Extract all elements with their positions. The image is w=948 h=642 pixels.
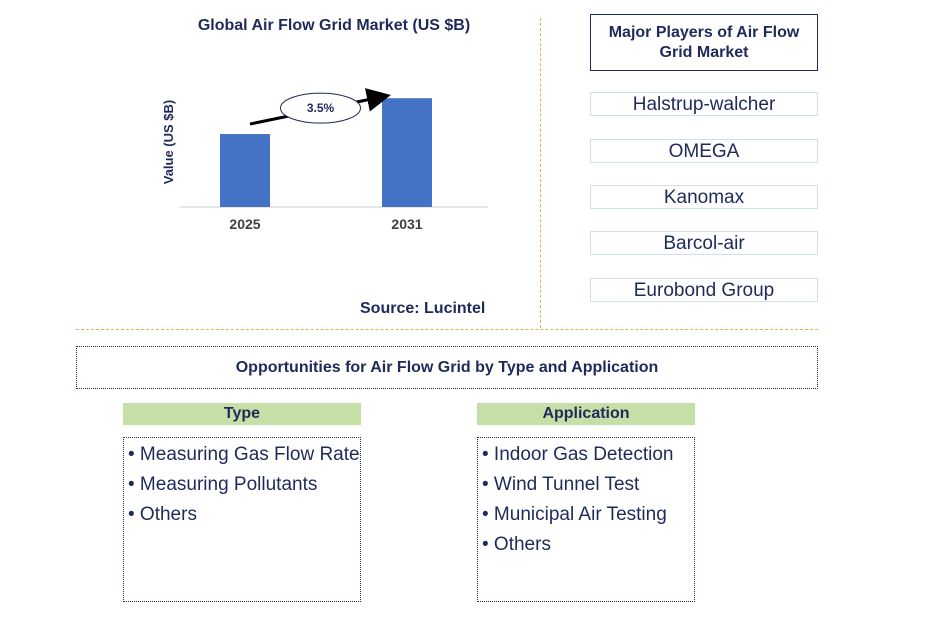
application-header: Application (477, 403, 695, 425)
y-axis-label: Value (US $B) (161, 100, 176, 185)
application-list: • Indoor Gas Detection • Wind Tunnel Tes… (477, 437, 695, 602)
type-header: Type (123, 403, 361, 425)
player-item: Kanomax (590, 185, 818, 209)
bar (382, 98, 432, 207)
type-list: • Measuring Gas Flow Rate • Measuring Po… (123, 437, 361, 602)
list-item: • Measuring Pollutants (128, 474, 318, 495)
player-item: OMEGA (590, 139, 818, 163)
list-item: • Measuring Gas Flow Rate (128, 444, 360, 465)
x-tick-label: 2031 (391, 216, 422, 232)
list-item: • Wind Tunnel Test (482, 474, 640, 495)
source-note: Source: Lucintel (360, 300, 486, 317)
list-item: • Others (482, 534, 551, 555)
player-item: Eurobond Group (590, 278, 818, 302)
player-item: Halstrup-walcher (590, 92, 818, 116)
list-item: • Indoor Gas Detection (482, 444, 674, 465)
x-tick-label: 2025 (229, 216, 260, 232)
list-item: • Municipal Air Testing (482, 504, 667, 525)
chart-title: Global Air Flow Grid Market (US $B) (197, 17, 471, 34)
opportunities-title: Opportunities for Air Flow Grid by Type … (76, 346, 818, 389)
player-item: Barcol-air (590, 231, 818, 255)
horizontal-divider (76, 329, 818, 330)
list-item: • Others (128, 504, 197, 525)
bar-chart: Value (US $B) 2025 2031 3.5% (161, 88, 488, 232)
cagr-ellipse (280, 92, 361, 124)
players-title: Major Players of Air Flow Grid Market (590, 14, 818, 71)
bar (220, 134, 270, 207)
vertical-divider (540, 18, 541, 328)
cagr-label: 3.5% (307, 101, 335, 115)
